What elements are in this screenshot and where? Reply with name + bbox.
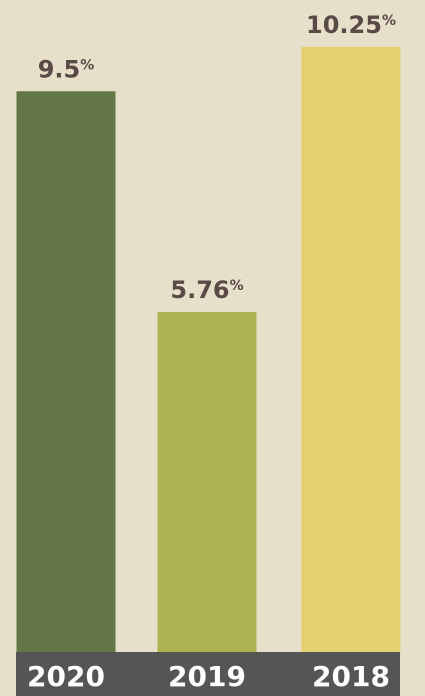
category-strip [16,652,400,696]
value-label: 10.25% [306,11,396,39]
category-label: 2018 [312,660,390,693]
bar [301,47,401,652]
value-label: 9.5% [38,55,95,83]
bar [16,91,116,652]
bar [157,312,257,652]
value-label: 5.76% [170,276,243,304]
category-label: 2020 [27,660,105,693]
category-label: 2019 [168,660,246,693]
